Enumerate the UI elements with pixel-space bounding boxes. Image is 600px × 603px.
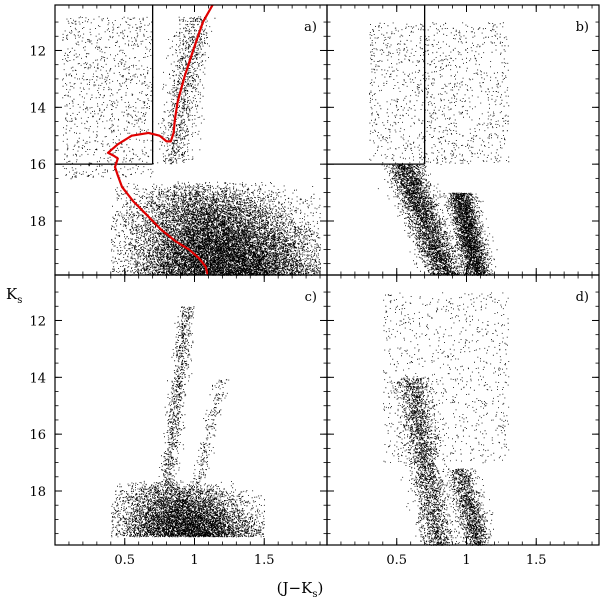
x-axis-title-sub: s (312, 589, 317, 600)
axis-ticks (55, 5, 599, 545)
panel-c: c) (54, 274, 328, 546)
y-tick-label: 16 (29, 428, 46, 443)
tick-labels: 0.5 1 1.5 0.5 1 1.5 12 14 16 18 12 14 16 18 (29, 44, 546, 568)
x-axis-title-main: (J−K (277, 579, 313, 597)
isochrone-curve (106, 5, 214, 275)
panel-c-label: c) (305, 290, 317, 305)
panel-b: b) (326, 4, 600, 276)
panel-a: a) (54, 4, 328, 276)
panel-b-overlay (327, 5, 426, 165)
x-tick-label: 1.5 (254, 553, 275, 568)
y-tick-label: 14 (29, 101, 46, 116)
y-tick-label: 16 (29, 158, 46, 173)
y-tick-label: 12 (29, 314, 46, 329)
panel-d-points (383, 292, 510, 546)
x-tick-label: 1 (190, 553, 198, 568)
y-axis-title: Ks (6, 285, 22, 306)
panel-b-frame (326, 4, 600, 276)
panel-c-points (111, 306, 265, 538)
y-tick-label: 18 (29, 215, 46, 230)
panel-d-frame (326, 274, 600, 546)
x-tick-label: 1.5 (526, 553, 547, 568)
y-axis-title-main: K (6, 285, 18, 303)
panel-d-label: d) (576, 290, 589, 305)
x-tick-label: 0.5 (114, 553, 135, 568)
panel-b-label: b) (576, 20, 589, 35)
scatter-points (369, 22, 510, 276)
y-tick-label: 12 (29, 44, 46, 59)
y-tick-label: 18 (29, 485, 46, 500)
scatter-points (111, 306, 265, 538)
panel-a-label: a) (304, 20, 317, 35)
x-tick-label: 1 (462, 553, 470, 568)
x-tick-label: 0.5 (386, 553, 407, 568)
y-tick-label: 14 (29, 371, 46, 386)
scatter-points (383, 292, 510, 546)
panel-b-points (369, 22, 510, 276)
x-axis-title-close: ) (317, 579, 323, 597)
panel-a-overlay (55, 5, 214, 275)
x-axis-title: (J−Ks) (277, 579, 324, 600)
panel-d: d) (326, 274, 600, 546)
y-axis-title-sub: s (17, 295, 22, 306)
